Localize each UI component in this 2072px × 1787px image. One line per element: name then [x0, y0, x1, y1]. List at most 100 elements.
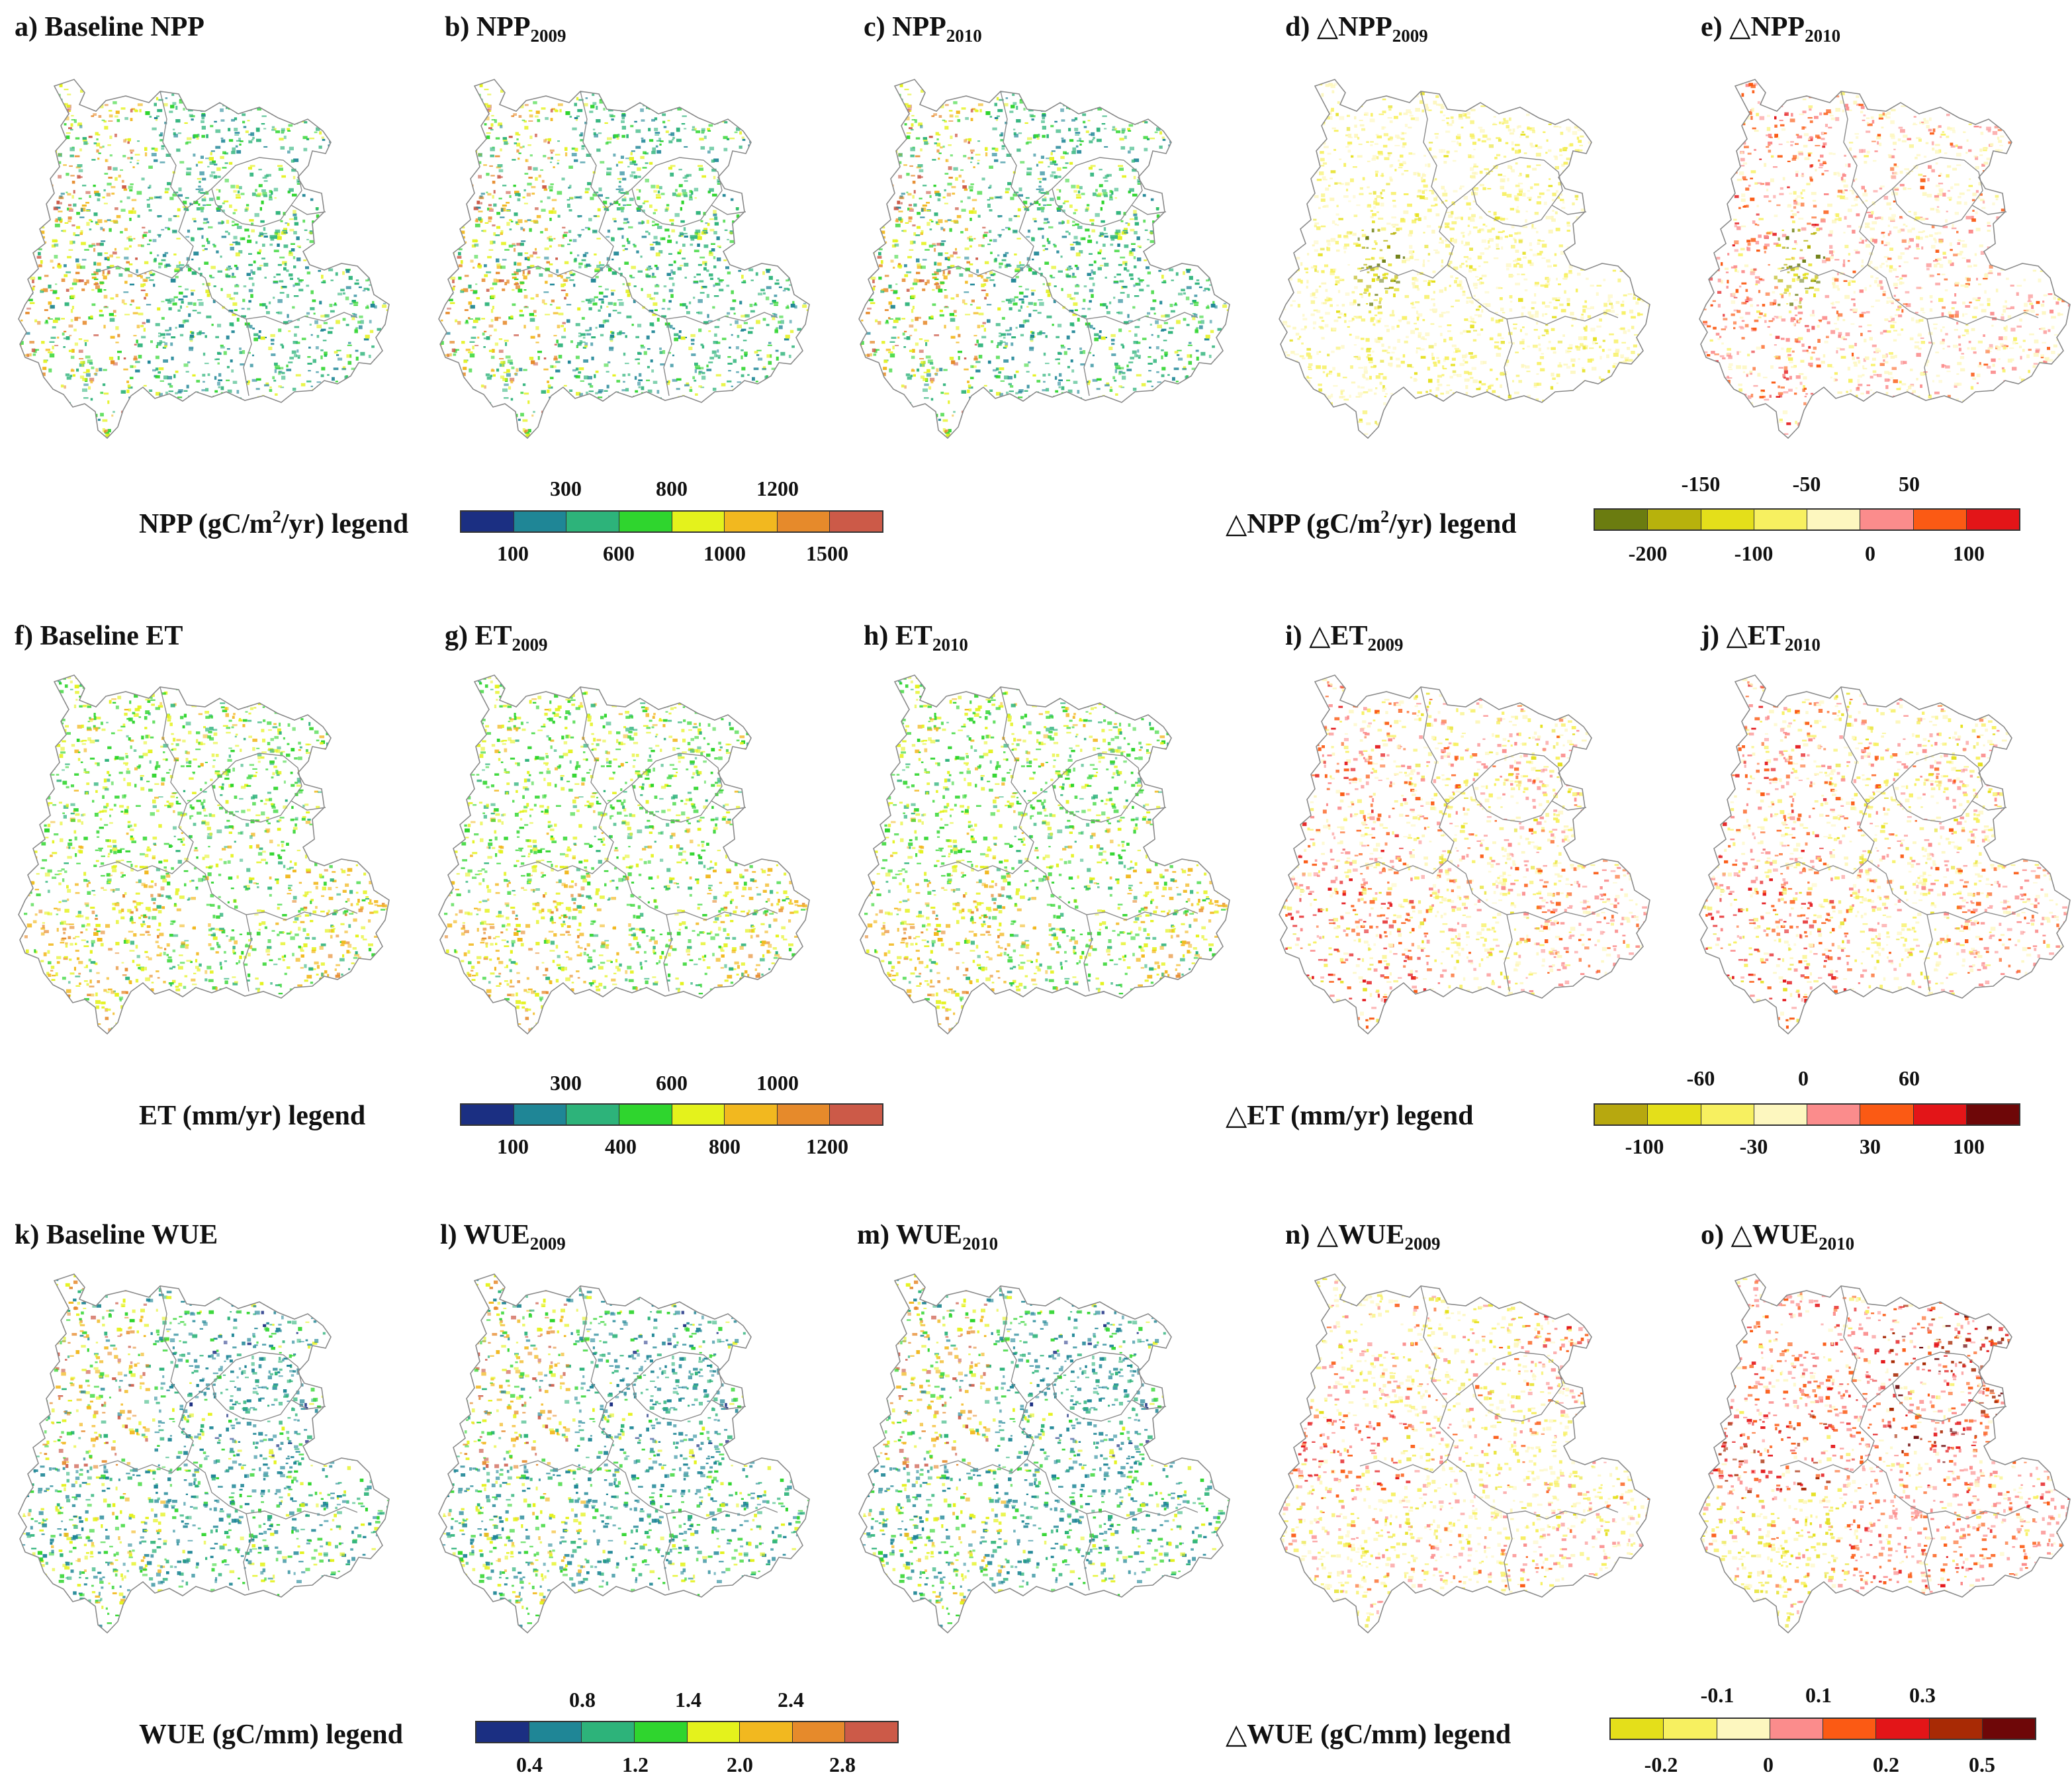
province-border	[1447, 188, 1473, 209]
province-border	[711, 205, 746, 215]
legend-tick-npp-bottom: 600	[603, 543, 635, 564]
panel-title-n: n) △WUE2009	[1285, 1221, 1441, 1253]
province-border	[606, 784, 633, 805]
legend-swatch	[725, 1105, 778, 1124]
map-delta-et-2009	[1279, 674, 1650, 1035]
map-land	[1699, 675, 2070, 1034]
legend-tick-dnpp-bottom: -100	[1734, 543, 1774, 564]
province-border	[1447, 784, 1473, 805]
province-border	[1504, 1513, 1513, 1591]
legend-tick-dnpp-bottom: 100	[1953, 543, 1985, 564]
province-border	[1447, 1383, 1473, 1404]
map-npp-2009	[438, 79, 810, 439]
province-border	[1924, 318, 1933, 396]
province-border	[606, 188, 633, 209]
map-npp-2010	[858, 79, 1230, 439]
legend-swatch	[476, 1722, 529, 1742]
legend-tick-dwue-bottom: 0.2	[1873, 1754, 1899, 1775]
province-border	[519, 264, 608, 279]
legend-swatch	[672, 512, 725, 531]
province-border	[186, 1383, 212, 1404]
map-baseline-wue	[18, 1273, 390, 1634]
legend-swatch	[634, 1722, 688, 1742]
legend-tick-det-bottom: -100	[1625, 1136, 1664, 1157]
legend-tick-et-bottom: 1200	[806, 1136, 848, 1157]
province-border	[186, 188, 212, 209]
region-outline	[1279, 674, 1650, 1035]
province-border	[1000, 91, 1198, 325]
legend-swatch	[1770, 1719, 1823, 1739]
panel-title-f: f) Baseline ET	[15, 622, 183, 650]
province-border	[606, 1383, 633, 1404]
region-outline	[1699, 79, 2071, 439]
panel-title-a: a) Baseline NPP	[15, 13, 204, 41]
legend-bar-wue	[475, 1721, 899, 1743]
legend-tick-npp-top: 1200	[756, 478, 799, 499]
legend-tick-det-top: -60	[1687, 1068, 1715, 1089]
legend-tick-et-bottom: 400	[605, 1136, 637, 1157]
legend-swatch	[1717, 1719, 1770, 1739]
panel-title-e: e) △NPP2010	[1701, 13, 1840, 45]
province-border	[99, 860, 187, 874]
legend-tick-wue-top: 0.8	[569, 1689, 596, 1710]
legend-swatch	[777, 512, 831, 531]
legend-tick-det-bottom: 30	[1860, 1136, 1881, 1157]
legend-swatch	[582, 1722, 635, 1742]
legend-tick-dwue-top: 0.1	[1805, 1684, 1832, 1706]
region-outline	[858, 79, 1230, 439]
region-outline	[1699, 1273, 2071, 1634]
region-outline	[18, 79, 390, 439]
panel-title-j: j) △ET2010	[1701, 622, 1821, 654]
legend-bar-npp	[460, 510, 883, 533]
province-border	[1083, 1513, 1093, 1591]
province-border	[1924, 1513, 1933, 1591]
legend-swatch	[830, 512, 882, 531]
legend-bar-delta-npp	[1594, 508, 2020, 531]
panel-title-g: g) ET2009	[445, 622, 548, 654]
map-delta-wue-2009	[1279, 1273, 1650, 1634]
province-border	[1131, 205, 1167, 215]
panel-title-b: b) NPP2009	[445, 13, 566, 45]
legend-tick-det-top: 0	[1798, 1068, 1809, 1089]
province-border	[1026, 188, 1053, 209]
province-border	[1026, 1383, 1053, 1404]
province-border	[1131, 800, 1167, 811]
legend-swatch	[792, 1722, 846, 1742]
legend-tick-det-top: 60	[1899, 1068, 1920, 1089]
province-border	[939, 264, 1028, 279]
province-border	[1971, 205, 2007, 215]
province-border	[243, 1513, 252, 1591]
legend-swatch	[619, 1105, 672, 1124]
legend-swatch	[1982, 1719, 2035, 1739]
map-baseline-npp	[18, 79, 390, 439]
legend-swatch	[845, 1722, 897, 1742]
legend-tick-det-bottom: -30	[1740, 1136, 1768, 1157]
province-border	[1840, 686, 2039, 921]
legend-tick-wue-bottom: 1.2	[622, 1754, 649, 1775]
legend-tick-dwue-bottom: 0.5	[1969, 1754, 1995, 1775]
province-border	[1867, 1383, 1893, 1404]
legend-tick-dnpp-top: -50	[1793, 473, 1821, 494]
province-border	[519, 1459, 608, 1473]
legend-swatch	[1701, 510, 1754, 529]
province-border	[1779, 860, 1868, 874]
region-outline	[438, 79, 810, 439]
province-border	[99, 264, 187, 279]
legend-title-et: ET (mm/yr) legend	[139, 1102, 365, 1130]
province-border	[1779, 1459, 1868, 1473]
legend-swatch	[1807, 510, 1861, 529]
region-outline	[1279, 1273, 1650, 1634]
region-outline	[438, 674, 810, 1035]
legend-swatch	[1664, 1719, 1717, 1739]
province-border	[1971, 1399, 2007, 1410]
map-land	[19, 675, 389, 1034]
province-border	[663, 318, 672, 396]
legend-swatch	[777, 1105, 831, 1124]
province-border	[186, 784, 212, 805]
legend-tick-dwue-top: 0.3	[1909, 1684, 1936, 1706]
province-border	[1026, 784, 1053, 805]
province-border	[1551, 205, 1587, 215]
map-land	[439, 675, 809, 1034]
legend-swatch	[1648, 510, 1701, 529]
province-border	[1420, 686, 1619, 921]
